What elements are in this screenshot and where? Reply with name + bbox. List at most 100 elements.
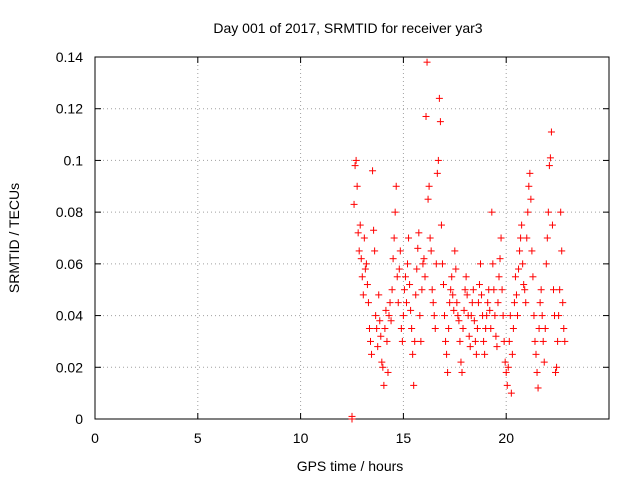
- data-point: [395, 265, 403, 273]
- data-point: [368, 350, 376, 358]
- data-point: [420, 255, 428, 263]
- data-point: [537, 286, 545, 294]
- data-point: [459, 325, 467, 332]
- data-point: [429, 299, 437, 307]
- data-point: [536, 299, 544, 307]
- data-point: [378, 358, 386, 366]
- chart-title: Day 001 of 2017, SRMTID for receiver yar…: [213, 20, 482, 36]
- data-point: [502, 368, 510, 376]
- data-point: [499, 312, 507, 320]
- data-point: [505, 337, 513, 345]
- data-point: [451, 247, 459, 255]
- data-point: [375, 291, 383, 299]
- data-point: [498, 286, 506, 294]
- data-point: [425, 182, 433, 190]
- data-point: [350, 200, 358, 208]
- data-point: [416, 312, 424, 320]
- data-point: [484, 299, 492, 307]
- data-point: [497, 234, 505, 242]
- data-point: [443, 350, 451, 358]
- data-point: [431, 325, 439, 332]
- data-point: [405, 234, 413, 242]
- data-point: [396, 247, 404, 255]
- data-point: [542, 260, 550, 268]
- data-point: [374, 343, 382, 351]
- data-point: [390, 234, 398, 242]
- data-point: [480, 337, 488, 345]
- data-point: [492, 332, 500, 340]
- data-point: [449, 291, 457, 299]
- data-point: [357, 255, 365, 263]
- data-point: [521, 286, 529, 294]
- data-point: [447, 286, 455, 294]
- data-point: [419, 260, 427, 268]
- data-point: [372, 312, 380, 320]
- data-point: [495, 273, 503, 281]
- data-point: [426, 234, 434, 242]
- data-point: [489, 260, 497, 268]
- data-point: [367, 337, 375, 345]
- data-point: [377, 332, 385, 340]
- data-point: [434, 156, 442, 164]
- x-axis: 0 5 10 15 20: [91, 57, 514, 446]
- data-point: [509, 325, 517, 332]
- data-point: [453, 299, 461, 307]
- y-axis-label: SRMTID / TECUs: [6, 183, 22, 293]
- data-point: [448, 273, 456, 281]
- data-point: [556, 286, 564, 294]
- data-point: [381, 325, 389, 332]
- x-axis-label: GPS time / hours: [297, 458, 404, 474]
- data-point: [365, 325, 373, 332]
- data-point: [371, 247, 379, 255]
- data-point: [414, 244, 422, 252]
- data-point: [392, 182, 400, 190]
- data-point: [359, 291, 367, 299]
- data-point: [486, 306, 494, 314]
- data-point: [415, 229, 423, 237]
- data-point: [422, 112, 430, 120]
- data-point: [554, 337, 562, 345]
- x-tick-label: 5: [194, 430, 202, 446]
- data-point: [356, 221, 364, 229]
- data-point: [441, 312, 449, 320]
- data-point: [461, 286, 469, 294]
- data-point: [455, 317, 463, 325]
- data-point: [530, 312, 538, 320]
- data-point: [555, 312, 563, 320]
- data-point: [526, 169, 534, 177]
- data-point: [466, 343, 474, 351]
- data-point: [470, 317, 478, 325]
- data-point: [535, 325, 543, 332]
- data-point: [512, 291, 520, 299]
- data-point: [373, 325, 381, 332]
- data-point: [531, 337, 539, 345]
- data-point: [463, 291, 471, 299]
- data-point: [487, 325, 495, 332]
- data-point: [543, 234, 551, 242]
- data-point: [488, 208, 496, 216]
- data-point: [379, 363, 387, 371]
- data-point: [553, 363, 561, 371]
- y-tick-label: 0.12: [56, 101, 83, 117]
- data-point: [532, 350, 540, 358]
- plot-frame: [94, 56, 610, 420]
- data-point: [354, 229, 362, 237]
- x-tick-label: 0: [91, 430, 99, 446]
- data-point: [427, 247, 435, 255]
- data-point: [477, 260, 484, 268]
- data-point: [437, 221, 445, 229]
- data-point: [384, 368, 392, 376]
- data-point: [362, 260, 370, 268]
- data-point: [522, 299, 530, 307]
- data-point: [445, 325, 453, 332]
- x-tick-label: 20: [498, 430, 514, 446]
- data-point: [386, 299, 394, 307]
- data-point: [438, 260, 446, 268]
- data-point: [423, 58, 431, 66]
- data-point: [472, 350, 480, 358]
- data-point: [559, 299, 567, 307]
- data-point: [383, 337, 391, 345]
- data-point: [408, 325, 416, 332]
- data-point: [471, 337, 479, 345]
